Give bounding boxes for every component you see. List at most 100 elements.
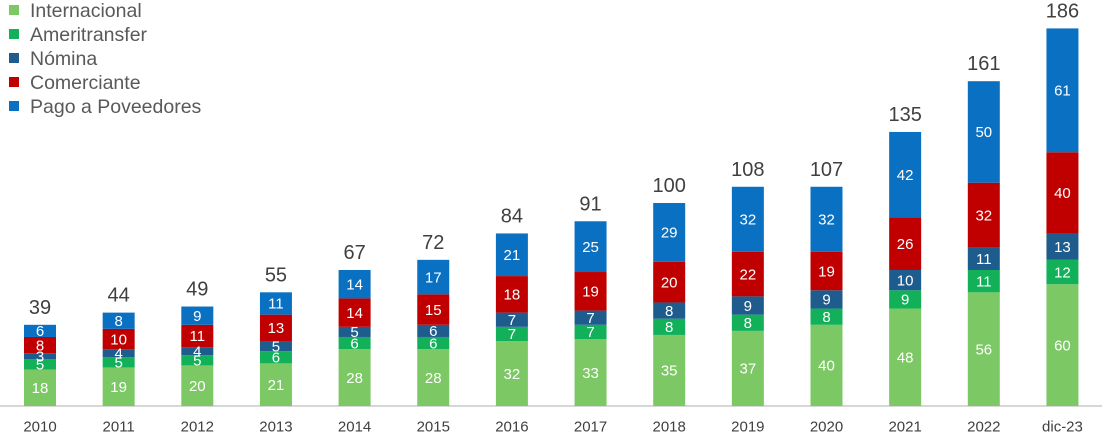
data-label: 15 (425, 302, 442, 319)
bar-segment (1046, 28, 1079, 153)
bar-segment (731, 314, 764, 331)
bar-segment (967, 269, 1000, 293)
bar-segment (495, 341, 528, 406)
x-tick-label: 2017 (574, 418, 607, 432)
bar-segment (731, 296, 764, 315)
bar-segment (24, 324, 56, 337)
total-label: 100 (653, 175, 686, 197)
bar-segment (731, 251, 764, 297)
legend-label: Ameritransfer (30, 24, 148, 46)
data-label: 8 (822, 309, 830, 326)
x-tick-label: 2016 (495, 418, 528, 432)
bar-segment (259, 292, 292, 315)
bar-segment (653, 318, 686, 335)
data-label: 42 (897, 167, 914, 184)
bar-segment (417, 336, 450, 350)
x-tick-label: dic-23 (1042, 418, 1083, 432)
data-label: 40 (818, 358, 835, 375)
bar-segment (24, 369, 56, 406)
data-label: 5 (193, 353, 201, 370)
bar-segment (181, 347, 214, 356)
data-label: 10 (897, 272, 914, 289)
data-label: 18 (504, 287, 521, 304)
bar-segment (967, 81, 1000, 183)
x-tick-label: 2018 (653, 418, 686, 432)
legend-swatch (9, 29, 19, 39)
data-label: 8 (665, 303, 673, 320)
data-label: 19 (818, 263, 835, 280)
bar-segment (1046, 259, 1079, 285)
bar-segment (495, 312, 528, 327)
bar-segment (495, 276, 528, 313)
x-tick-label: 2014 (338, 418, 371, 432)
data-label: 61 (1054, 83, 1071, 100)
bar-stack-2018: 35 88 20 29 100 2018 (653, 175, 686, 432)
data-label: 8 (36, 337, 44, 354)
data-label: 13 (268, 320, 285, 337)
total-label: 108 (731, 159, 764, 181)
total-label: 72 (422, 232, 444, 254)
data-label: 33 (582, 365, 599, 382)
data-label: 6 (272, 350, 280, 367)
bar-stack-2014: 28 65 14 14 67 2014 (338, 242, 371, 432)
legend: InternacionalAmeritransferNóminaComercia… (9, 0, 202, 118)
bar-segment (574, 324, 607, 340)
bar-segment (259, 341, 292, 352)
total-label: 67 (343, 242, 365, 264)
bar-segment (810, 251, 843, 291)
legend-label: Nómina (30, 48, 97, 70)
x-tick-label: 2012 (181, 418, 214, 432)
legend-item: Internacional (9, 0, 142, 22)
legend-label: Internacional (30, 0, 142, 22)
bar-segment (810, 324, 843, 406)
bar-segment (495, 326, 528, 342)
bar-segment (653, 203, 686, 262)
bar-segment (574, 272, 607, 311)
data-label: 28 (425, 370, 442, 387)
bar-segment (417, 324, 450, 337)
legend-swatch (9, 5, 19, 15)
legend-item: Pago a Poveedores (9, 96, 202, 118)
bar-stack-2019: 37 89 22 32 108 2019 (731, 159, 764, 432)
bar-segment (810, 186, 843, 252)
bar-segment (574, 221, 607, 273)
bar-segment (338, 336, 371, 350)
legend-swatch (9, 101, 19, 111)
legend-item: Comerciante (9, 72, 141, 94)
x-tick-label: 2021 (888, 418, 921, 432)
bar-segment (338, 349, 371, 406)
bar-segment (967, 182, 1000, 248)
legend-label: Comerciante (30, 72, 141, 94)
bar-segment (653, 261, 686, 303)
data-label: 9 (193, 308, 201, 325)
data-label: 9 (744, 298, 752, 315)
data-label: 5 (114, 355, 122, 372)
total-label: 39 (29, 297, 51, 319)
data-label: 9 (901, 292, 909, 309)
bar-segment (102, 349, 135, 358)
bar-stack-2021: 48 9 10 26 42 135 2021 (888, 104, 921, 432)
data-label: 19 (582, 284, 599, 301)
bar-segment (889, 269, 922, 291)
total-label: 91 (579, 193, 601, 215)
x-tick-label: 2011 (103, 418, 135, 432)
data-label: 32 (504, 366, 521, 383)
bar-segment (24, 359, 56, 370)
data-label: 5 (272, 338, 280, 355)
data-label: 7 (586, 310, 594, 327)
data-label: 6 (350, 335, 358, 352)
bar-segment (810, 290, 843, 309)
bar-segment (181, 355, 214, 366)
legend-swatch (9, 77, 19, 87)
bar-segment (889, 131, 922, 218)
bar-segment (653, 334, 686, 406)
data-label: 11 (268, 296, 284, 313)
bar-stack-2017: 33 77 19 25 91 2017 (574, 193, 607, 432)
data-label: 19 (110, 379, 127, 396)
data-label: 18 (32, 380, 49, 397)
data-label: 22 (740, 266, 757, 283)
data-label: 11 (190, 328, 206, 345)
